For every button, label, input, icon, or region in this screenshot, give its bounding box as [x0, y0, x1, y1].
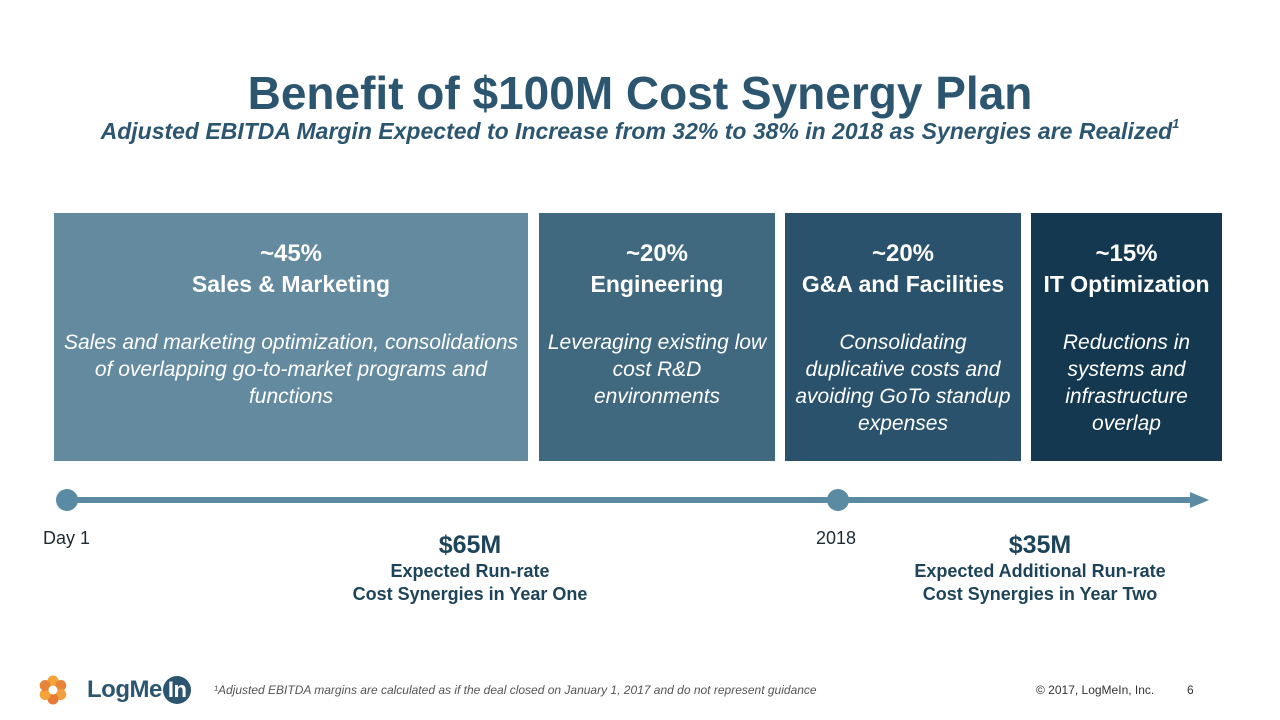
category-box-engineering: ~20% Engineering Leveraging existing low…	[539, 213, 775, 461]
timeline-2018-label: 2018	[816, 528, 857, 548]
synergy-line1: Expected Additional Run-rate	[914, 561, 1166, 581]
synergy-amount: $65M	[438, 531, 502, 559]
category-description: Sales and marketing optimization, consol…	[63, 331, 519, 408]
footnote: ¹Adjusted EBITDA margins are calculated …	[214, 683, 817, 697]
category-box-it-optimization: ~15% IT Optimization Reductions in syste…	[1031, 213, 1222, 461]
timeline	[56, 489, 1209, 511]
footnote-marker: 1	[1172, 116, 1180, 131]
copyright: © 2017, LogMeIn, Inc.	[1036, 683, 1155, 697]
slide-subtitle: Adjusted EBITDA Margin Expected to Incre…	[0, 116, 1280, 145]
timeline-arrowhead	[1190, 492, 1209, 508]
category-box-sales-marketing: ~45% Sales & Marketing Sales and marketi…	[54, 213, 528, 461]
category-name: Sales & Marketing	[191, 271, 391, 297]
category-description: Consolidating duplicative costs and avoi…	[795, 331, 1011, 435]
category-percent: ~45%	[259, 240, 323, 267]
logo-text: LogMe	[87, 676, 162, 703]
category-name: Engineering	[590, 271, 724, 297]
year-one-synergy: $65M Expected Run-rate Cost Synergies in…	[320, 530, 620, 606]
category-name: IT Optimization	[1043, 271, 1210, 297]
category-name: G&A and Facilities	[801, 271, 1005, 297]
synergy-amount: $35M	[1008, 531, 1072, 559]
category-percent: ~20%	[871, 240, 935, 267]
year-two-synergy: $35M Expected Additional Run-rate Cost S…	[880, 530, 1200, 606]
logmein-flower-icon	[39, 675, 67, 705]
page-number: 6	[1187, 683, 1194, 697]
category-percent: ~20%	[625, 240, 689, 267]
synergy-line2: Cost Synergies in Year Two	[922, 584, 1158, 604]
subtitle-text: Adjusted EBITDA Margin Expected to Incre…	[100, 118, 1173, 144]
logmein-logo: LogMe In	[87, 676, 192, 704]
category-box-ga-facilities: ~20% G&A and Facilities Consolidating du…	[785, 213, 1021, 461]
logo-in-badge: In	[162, 676, 192, 704]
timeline-2018-marker	[827, 489, 849, 511]
category-description: Leveraging existing low cost R&D environ…	[547, 331, 767, 408]
timeline-start-marker	[56, 489, 78, 511]
category-description: Reductions in systems and infrastructure…	[1062, 331, 1191, 435]
timeline-start-label: Day 1	[43, 528, 91, 548]
category-percent: ~15%	[1095, 240, 1158, 267]
slide-title: Benefit of $100M Cost Synergy Plan	[247, 67, 1033, 119]
synergy-line1: Expected Run-rate	[390, 561, 550, 581]
synergy-line2: Cost Synergies in Year One	[352, 584, 588, 604]
